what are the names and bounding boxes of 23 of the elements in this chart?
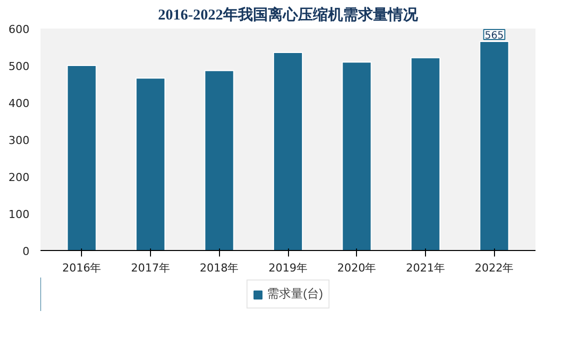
y-tick-label: 400 xyxy=(8,97,30,110)
y-tick-label: 0 xyxy=(22,245,30,258)
bar xyxy=(410,57,440,250)
x-tick-label: 2020年 xyxy=(337,262,376,274)
y-tick-label: 200 xyxy=(8,171,30,184)
bar xyxy=(204,70,234,250)
x-tick-label: 2017年 xyxy=(131,262,170,274)
chart-title: 2016-2022年我国离心压缩机需求量情况 xyxy=(158,6,419,24)
bar xyxy=(273,52,303,250)
bar xyxy=(66,65,97,250)
y-tick-label: 500 xyxy=(8,60,30,73)
y-tick-label: 600 xyxy=(8,23,30,36)
x-tick-label: 2018年 xyxy=(200,262,239,274)
text: 565 xyxy=(484,30,504,42)
x-tick-label: 2019年 xyxy=(268,262,308,274)
y-tick-label: 100 xyxy=(8,208,30,221)
x-tick-label: 2016年 xyxy=(62,262,102,274)
y-tick-label: 300 xyxy=(8,134,30,147)
bar xyxy=(342,62,372,250)
x-tick-label: 2022年 xyxy=(474,262,514,274)
legend-label: 需求量(台) xyxy=(267,286,323,302)
bar xyxy=(136,78,166,250)
x-tick-label: 2021年 xyxy=(406,262,446,274)
